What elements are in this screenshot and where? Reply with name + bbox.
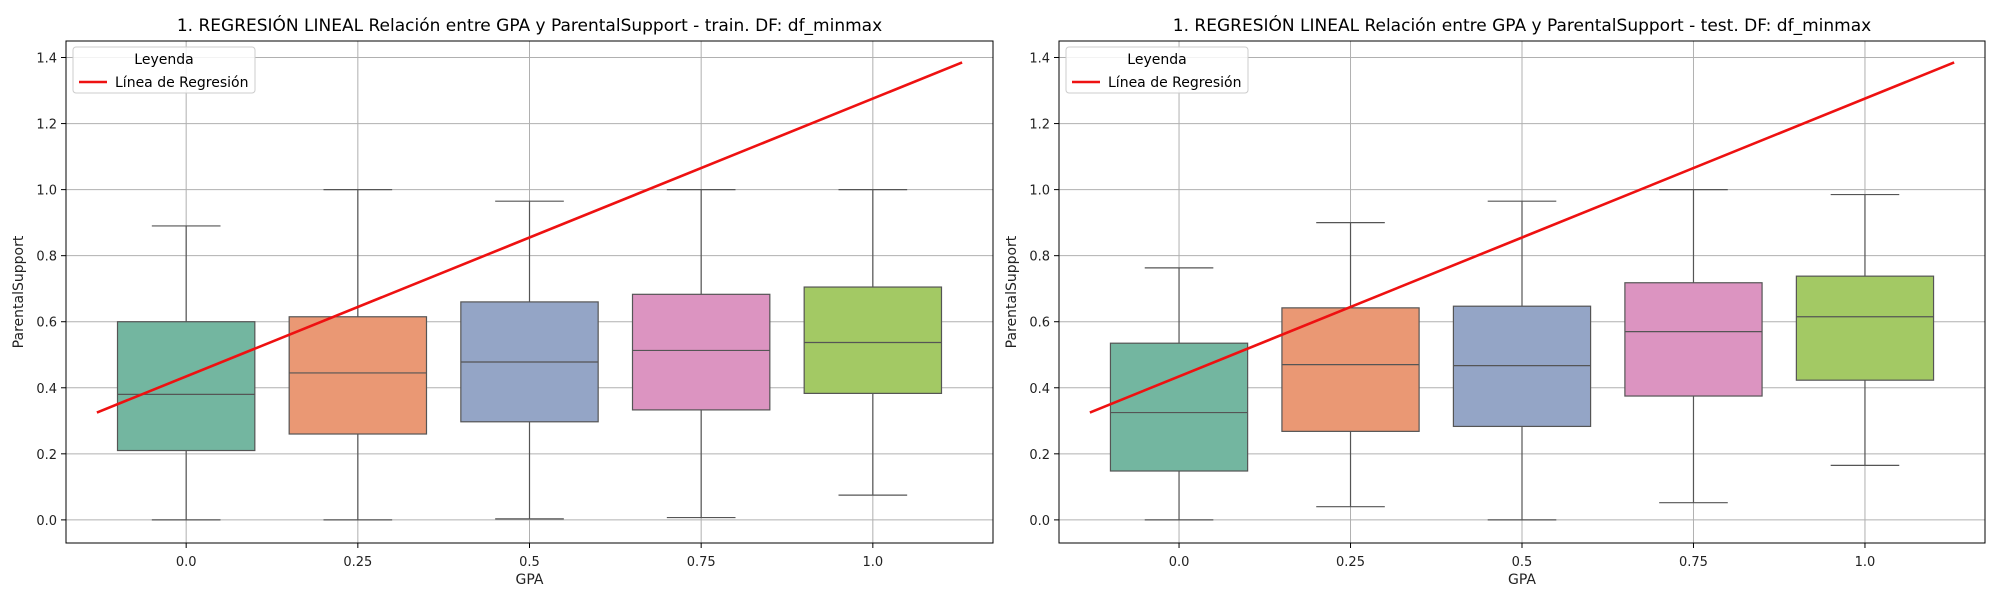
box-0.25: [289, 190, 426, 520]
x-tick-label: 0.75: [1679, 555, 1708, 570]
y-tick-label: 1.0: [1029, 184, 1050, 199]
y-axis-label: ParentalSupport: [11, 235, 27, 348]
x-tick-label: 0.0: [176, 555, 197, 570]
x-tick-label: 0.0: [1169, 555, 1190, 570]
y-tick-label: 0.0: [1029, 514, 1050, 529]
legend: Leyenda Línea de Regresión: [73, 47, 255, 93]
y-tick-label: 1.4: [36, 52, 57, 67]
box-0.0: [118, 226, 255, 520]
y-tick-label: 0.0: [36, 514, 57, 529]
box-iqr: [804, 287, 941, 393]
box-0.75: [633, 190, 770, 518]
box-iqr: [1796, 276, 1933, 380]
x-tick-label: 1.0: [1855, 555, 1876, 570]
chart-title: 1. REGRESIÓN LINEAL Relación entre GPA y…: [177, 14, 882, 36]
y-tick-label: 1.2: [1029, 118, 1050, 133]
y-tick-label: 1.4: [1029, 52, 1050, 67]
legend-title: Leyenda: [134, 52, 193, 68]
y-axis-label: ParentalSupport: [1004, 235, 1020, 348]
box-0.25: [1282, 223, 1419, 507]
box-iqr: [1625, 283, 1762, 396]
y-tick-label: 1.2: [36, 118, 57, 133]
x-tick-label: 0.5: [1512, 555, 1533, 570]
box-1.0: [804, 190, 941, 495]
box-iqr: [289, 317, 426, 434]
box-1.0: [1796, 195, 1933, 466]
x-tick-label: 0.75: [687, 555, 716, 570]
box-0.5: [1453, 201, 1590, 520]
legend-entry: Línea de Regresión: [115, 75, 248, 91]
y-tick-label: 1.0: [36, 184, 57, 199]
y-tick-label: 0.4: [1029, 382, 1050, 397]
box-iqr: [1453, 306, 1590, 426]
y-tick-label: 0.4: [36, 382, 57, 397]
box-iqr: [118, 322, 255, 451]
box-iqr: [1110, 343, 1247, 471]
chart-panel-1: 1. REGRESIÓN LINEAL Relación entre GPA y…: [11, 14, 993, 588]
box-0.0: [1110, 268, 1247, 520]
x-axis-label: GPA: [1508, 572, 1536, 588]
x-tick-label: 0.25: [343, 555, 372, 570]
legend-entry: Línea de Regresión: [1108, 75, 1241, 91]
x-tick-label: 0.5: [519, 555, 540, 570]
y-tick-label: 0.8: [36, 250, 57, 265]
x-tick-label: 1.0: [862, 555, 883, 570]
x-axis-label: GPA: [516, 572, 544, 588]
y-tick-label: 0.2: [1029, 448, 1050, 463]
legend: Leyenda Línea de Regresión: [1066, 47, 1248, 93]
box-0.75: [1625, 190, 1762, 503]
legend-title: Leyenda: [1127, 52, 1186, 68]
box-iqr: [633, 294, 770, 410]
y-tick-label: 0.2: [36, 448, 57, 463]
x-tick-label: 0.25: [1336, 555, 1365, 570]
y-tick-label: 0.6: [1029, 316, 1050, 331]
chart-panel-2: 1. REGRESIÓN LINEAL Relación entre GPA y…: [1004, 14, 1985, 588]
box-0.5: [461, 201, 598, 519]
y-tick-label: 0.6: [36, 316, 57, 331]
chart-title: 1. REGRESIÓN LINEAL Relación entre GPA y…: [1173, 14, 1871, 36]
y-tick-label: 0.8: [1029, 250, 1050, 265]
